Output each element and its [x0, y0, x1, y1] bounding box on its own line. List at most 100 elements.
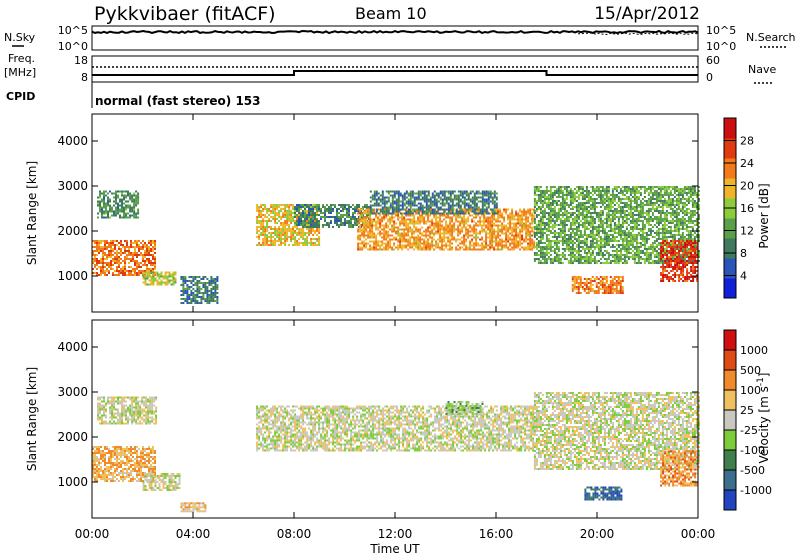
heatmap-cell-0	[102, 240, 104, 242]
heatmap-cell-6	[531, 246, 534, 249]
heatmap-cell-8	[559, 196, 562, 198]
heatmap-cell-7	[411, 212, 414, 215]
heatmap-cell-8	[533, 212, 536, 214]
heatmap-cell-8	[585, 226, 588, 228]
heatmap-cell-7	[439, 192, 442, 195]
heatmap-cell-7	[383, 204, 386, 207]
heatmap-cell-8	[541, 192, 544, 194]
heatmap-cell-6	[403, 238, 406, 241]
heatmap-cell-8	[581, 206, 584, 208]
heatmap-cell-0	[148, 248, 150, 250]
heatmap-cell-6	[481, 246, 484, 249]
heatmap-cell-5	[302, 210, 304, 212]
heatmap-cell-6	[373, 210, 376, 213]
heatmap-cell-7	[471, 198, 474, 201]
heatmap-cell-6	[383, 224, 386, 227]
heatmap-cell-8	[545, 222, 548, 224]
heatmap-cell-8	[543, 202, 546, 204]
heatmap-cell-7	[467, 192, 470, 195]
heatmap-cell-8	[619, 258, 622, 260]
heatmap-cell-3	[192, 278, 195, 280]
heatmap-cell-0	[94, 260, 96, 262]
heatmap-cell-6	[513, 228, 516, 231]
heatmap-cell-5	[298, 222, 300, 224]
heatmap-cell-7	[383, 200, 386, 203]
heatmap-cell-8	[539, 186, 542, 188]
heatmap-cell-5	[358, 216, 360, 218]
heatmap-cell-6	[421, 226, 424, 229]
heatmap-cell-4	[292, 220, 295, 222]
heatmap-cell-6	[357, 248, 360, 251]
heatmap-cell-2	[152, 281, 155, 284]
heatmap-cell-5	[328, 206, 330, 208]
heatmap-cell-4	[286, 240, 289, 242]
heatmap-cell-8	[563, 200, 566, 202]
heatmap-cell-1	[129, 210, 132, 213]
heatmap-cell-0	[154, 274, 156, 276]
heatmap-cell-6	[517, 214, 520, 217]
heatmap-cell-6	[487, 226, 490, 229]
heatmap-cell-8	[609, 254, 612, 256]
heatmap-cell-8	[555, 204, 558, 206]
heatmap-cell-4	[288, 224, 291, 226]
heatmap-cell-7	[455, 210, 458, 213]
heatmap-cell-6	[517, 222, 520, 225]
heatmap-cell-1	[133, 208, 136, 211]
heatmap-cell-4	[290, 238, 293, 240]
heatmap-cell-6	[375, 246, 378, 249]
heatmap-cell-4	[306, 242, 309, 244]
heatmap-cell-6	[449, 232, 452, 235]
heatmap-cell-6	[459, 224, 462, 227]
heatmap-cell-6	[453, 208, 456, 211]
heatmap-cell-8	[587, 252, 590, 254]
heatmap-cell-8	[565, 202, 568, 204]
heatmap-cell-8	[583, 208, 586, 210]
heatmap-cell-6	[359, 248, 362, 251]
heatmap-cell-7	[485, 194, 488, 197]
heatmap-cell-3	[186, 302, 189, 304]
heatmap-cell-0	[154, 240, 156, 242]
heatmap-cell-7	[391, 200, 394, 203]
heatmap-cell-1	[123, 208, 125, 211]
heatmap-cell-8	[621, 240, 624, 242]
heatmap-cell-7	[459, 194, 462, 197]
heatmap-cell-6	[533, 230, 536, 233]
heatmap-cell-3	[198, 292, 201, 294]
heatmap-cell-4	[294, 232, 297, 234]
heatmap-cell-4	[266, 244, 269, 246]
heatmap-cell-6	[505, 208, 508, 211]
heatmap-cell-8	[583, 230, 586, 232]
heatmap-cell-6	[369, 224, 372, 227]
heatmap-cell-8	[589, 258, 592, 260]
heatmap-cell-8	[605, 194, 608, 196]
heatmap-cell-0	[146, 252, 148, 254]
heatmap-cell-6	[437, 226, 440, 229]
heatmap-cell-8	[555, 236, 558, 238]
heatmap-cell-8	[615, 216, 618, 218]
heatmap-cell-5	[302, 204, 304, 206]
heatmap-cell-8	[535, 214, 538, 216]
heatmap-cell-6	[399, 244, 402, 247]
heatmap-cell-8	[597, 192, 600, 194]
heatmap-cell-0	[154, 246, 156, 248]
heatmap-cell-5	[296, 210, 298, 212]
heatmap-cell-4	[316, 212, 319, 214]
heatmap-cell-6	[487, 248, 490, 251]
heatmap-cell-5	[298, 220, 300, 222]
heatmap-cell-8	[605, 208, 608, 210]
heatmap-cell-8	[609, 230, 612, 232]
heatmap-cell-8	[545, 234, 548, 236]
heatmap-cell-5	[352, 218, 354, 220]
heatmap-cell-0	[122, 246, 124, 248]
heatmap-cell-8	[607, 240, 610, 242]
heatmap-cell-8	[571, 254, 574, 256]
heatmap-cell-6	[503, 224, 506, 227]
heatmap-cell-3	[186, 294, 189, 296]
heatmap-cell-0	[96, 258, 98, 260]
heatmap-cell-7	[459, 208, 462, 211]
heatmap-cell-6	[371, 232, 374, 235]
heatmap-cell-1	[115, 210, 117, 213]
heatmap-cell-0	[154, 260, 156, 262]
heatmap-cell-0	[142, 240, 144, 242]
heatmap-cell-8	[587, 250, 590, 252]
